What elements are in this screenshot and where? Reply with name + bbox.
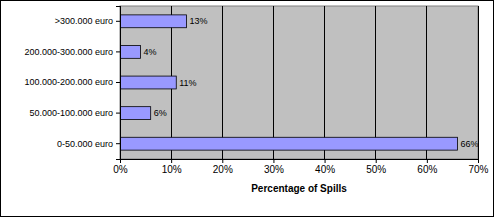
x-tick: 20%	[213, 159, 233, 175]
bar	[120, 107, 151, 120]
x-tick-label: 50%	[366, 164, 386, 175]
x-tick: 0%	[113, 159, 128, 175]
x-tick-mark	[171, 159, 172, 163]
x-tick-mark	[376, 159, 377, 163]
y-tick: 200.000-300.000 euro	[24, 47, 120, 57]
y-tick-mark	[116, 143, 120, 144]
bar	[120, 45, 140, 58]
y-tick-mark	[116, 82, 120, 83]
x-axis-line	[121, 160, 479, 164]
grid-line	[324, 6, 325, 159]
y-tick-mark	[116, 21, 120, 22]
x-tick-label: 10%	[162, 164, 182, 175]
grid-line	[375, 6, 376, 159]
x-tick-label: 70%	[468, 164, 488, 175]
plot: 0% 10% 20% 30% 40% 50% 60% 70% >300.000 euro 200.…	[24, 6, 488, 175]
chart-frame	[1, 1, 494, 217]
y-tick-label: 200.000-300.000 euro	[24, 47, 113, 57]
x-tick: 10%	[162, 159, 182, 175]
data-label: 4%	[143, 47, 156, 57]
bar	[120, 137, 458, 150]
x-tick: 60%	[417, 159, 437, 175]
data-label: 6%	[154, 108, 167, 118]
data-label: 13%	[189, 16, 207, 26]
grid-line	[273, 6, 274, 159]
x-tick-label: 20%	[213, 164, 233, 175]
y-axis: >300.000 euro 200.000-300.000 euro 100.000…	[24, 7, 120, 160]
data-labels: 13% 4% 11% 6% 66%	[143, 16, 478, 148]
x-tick-mark	[325, 159, 326, 163]
grid-line	[222, 6, 223, 159]
x-tick: 70%	[468, 159, 488, 175]
bars	[120, 15, 458, 150]
data-label: 66%	[461, 139, 479, 149]
grid-line	[478, 6, 479, 159]
y-tick: 100.000-200.000 euro	[24, 77, 120, 87]
x-tick: 30%	[264, 159, 284, 175]
y-axis-line	[116, 7, 121, 160]
x-tick-mark	[273, 159, 274, 163]
y-tick-label: 100.000-200.000 euro	[24, 77, 113, 87]
x-tick-label: 0%	[113, 164, 128, 175]
x-tick-mark	[427, 159, 428, 163]
x-tick-label: 40%	[315, 164, 335, 175]
grid-line	[426, 6, 427, 159]
x-tick-label: 60%	[417, 164, 437, 175]
x-tick: 50%	[366, 159, 386, 175]
y-tick: 0-50.000 euro	[57, 139, 120, 149]
y-tick-label: >300.000 euro	[55, 16, 113, 26]
x-tick-mark	[478, 159, 479, 163]
y-tick: 50.000-100.000 euro	[29, 108, 120, 118]
bar	[120, 15, 186, 28]
bar	[120, 76, 176, 89]
chart: 0% 10% 20% 30% 40% 50% 60% 70% >300.000 euro 200.…	[0, 0, 494, 217]
x-tick: 40%	[315, 159, 335, 175]
y-tick-label: 50.000-100.000 euro	[29, 108, 113, 118]
data-label: 11%	[179, 78, 196, 88]
x-axis-title: Percentage of Spills	[251, 183, 347, 194]
y-tick: >300.000 euro	[55, 16, 120, 26]
y-tick-mark	[116, 113, 120, 114]
x-tick-mark	[222, 159, 223, 163]
grid	[120, 6, 478, 159]
y-tick-label: 0-50.000 euro	[57, 139, 113, 149]
x-tick-label: 30%	[264, 164, 284, 175]
x-axis: 0% 10% 20% 30% 40% 50% 60% 70%	[113, 159, 488, 175]
plot-background	[120, 6, 478, 159]
y-tick-mark	[116, 51, 120, 52]
